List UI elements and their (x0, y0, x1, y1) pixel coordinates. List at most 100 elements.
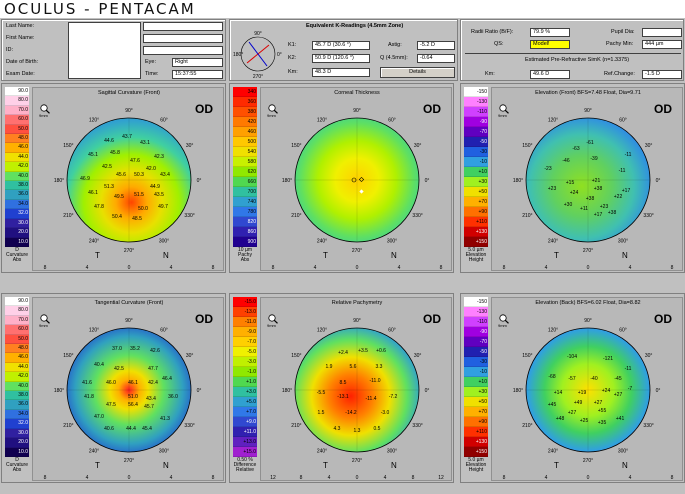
map-value-label: 45.8 (110, 150, 120, 156)
angle-label: 120° (317, 327, 327, 333)
map-area[interactable]: Relative Pachymetry OD 9mm 90° 60° 30° 0° 330° 3… (260, 297, 452, 481)
scale-cell: 36.0 (5, 400, 29, 410)
nasal-label: N (163, 251, 169, 260)
temporal-label: T (554, 251, 559, 260)
scale-cell: 42.0 (5, 162, 29, 172)
k2-field[interactable]: 50.9 D (120.6 °) (312, 54, 370, 63)
angle-label: 30° (186, 353, 194, 359)
map-disc (525, 327, 651, 453)
map-value-label: 49.5 (114, 194, 124, 200)
nasal-label: N (391, 461, 397, 470)
angle-label: 330° (412, 213, 422, 219)
x-tick-label: 4 (398, 265, 401, 271)
magnifier-icon[interactable]: 9mm (498, 314, 510, 328)
magnifier-icon[interactable]: 9mm (267, 104, 279, 118)
angle-label: 120° (548, 117, 558, 123)
angle-label: 150° (522, 143, 532, 149)
magnifier-icon[interactable]: 9mm (39, 104, 51, 118)
magnifier-icon[interactable]: 9mm (267, 314, 279, 328)
map-value-label: -13.1 (337, 394, 349, 400)
angle-label: 240° (317, 449, 327, 455)
map-area[interactable]: Sagittal Curvature (Front) OD 9mm 90° 60° 30°… (32, 87, 224, 271)
map-value-label: -11.4 (365, 396, 376, 402)
pupil-dia-field[interactable] (642, 28, 682, 37)
magnifier-icon[interactable]: 9mm (498, 104, 510, 118)
angle-label: 90° (353, 318, 361, 324)
map-value-label: -5.5 (317, 390, 326, 396)
angle-label: 90° (353, 108, 361, 114)
map-area[interactable]: Corneal Thickness OD 9mm 90° 60° 30° 0° 330° 300… (260, 87, 452, 271)
k1-field[interactable]: 45.7 D (30.6 °) (312, 41, 370, 50)
qs-field[interactable]: Model! (530, 40, 570, 49)
ref-change-field[interactable]: -1.5 D (642, 70, 682, 79)
km-field[interactable]: 48.3 D (312, 68, 370, 77)
x-tick-label: 0 (128, 475, 131, 481)
simk-km-field[interactable]: 49.6 D (530, 70, 570, 79)
angle-label: 0° (425, 178, 430, 184)
simk-title: Estimated Pre-Refractive SimK (n=1.3375) (525, 57, 630, 63)
map-value-label: 47.6 (130, 158, 140, 164)
scale-cell: +7.0 (233, 407, 257, 417)
time-field[interactable]: 15:37:55 (172, 70, 223, 79)
diagram-label-180: 180° (233, 52, 243, 58)
scale-cell: +11.0 (233, 427, 257, 437)
x-tick-label: 8 (440, 265, 443, 271)
eye-od-label: OD (195, 312, 213, 326)
map-title: Tangential Curvature (Front) (94, 300, 164, 306)
map-value-label: +24 (570, 190, 579, 196)
last-name-field[interactable] (143, 22, 223, 31)
astig-field[interactable]: -5.2 D (417, 41, 455, 50)
id-field[interactable] (143, 46, 223, 55)
topography-map: 90° 60° 30° 0° 330° 300° 270° 240° 210° 180° 150° 1… (503, 108, 674, 271)
diagram-label-270: 270° (253, 74, 263, 80)
map-value-label: 42.6 (150, 348, 160, 354)
map-panel-1: 340 360 380 420 460 500 540 580 620 660 700 740 780 8… (229, 83, 454, 273)
scale-cell: 90.0 (5, 297, 29, 307)
angle-label: 30° (186, 143, 194, 149)
x-tick-label: 4 (314, 265, 317, 271)
scale-cell: 900 (233, 237, 257, 247)
magnifier-icon[interactable]: 9mm (39, 314, 51, 328)
scale-cell: -1.0 (233, 367, 257, 377)
scale-cell: +130 (464, 227, 488, 237)
map-title: Corneal Thickness (334, 90, 380, 96)
pachy-min-field[interactable]: 444 µm (642, 40, 682, 49)
scale-cell: +15.0 (233, 447, 257, 457)
x-tick-label: 4 (170, 265, 173, 271)
astig-axis-diagram: 90° 270° 0° 180° (233, 31, 282, 80)
scale-cell: 780 (233, 207, 257, 217)
angle-label: 330° (184, 213, 194, 219)
scale-cell: -11.0 (233, 317, 257, 327)
map-value-label: -11.0 (369, 378, 380, 384)
map-area[interactable]: Elevation (Front) BFS=7.48 Float, Dia=9.… (491, 87, 683, 271)
scale-cell: -130 (464, 97, 488, 107)
map-value-label: -104 (567, 354, 577, 360)
first-name-field[interactable] (143, 34, 223, 43)
scale-cell: 20.0 (5, 438, 29, 448)
scale-cell: 70.0 (5, 105, 29, 116)
radii-ratio-field[interactable]: 79.9 % (530, 28, 570, 37)
map-area[interactable]: Tangential Curvature (Front) OD 9mm 90° 60° 3… (32, 297, 224, 481)
angle-label: 270° (583, 458, 593, 464)
angle-label: 0° (656, 388, 661, 394)
scale-cell: 820 (233, 217, 257, 227)
angle-label: 120° (89, 327, 99, 333)
x-tick-label: 8 (503, 475, 506, 481)
angle-label: 60° (619, 117, 627, 123)
angle-label: 330° (412, 423, 422, 429)
scale-cell: 420 (233, 117, 257, 127)
app-title-bar: OCULUS - PENTACAM (0, 0, 685, 18)
details-button[interactable]: Details (380, 67, 455, 78)
scale-footer: D Curvature Abs (6, 456, 28, 473)
angle-label: 300° (159, 449, 169, 455)
eye-field[interactable]: Right (172, 58, 223, 67)
divider (465, 53, 681, 54)
ref-change-label: Ref.Change: (604, 71, 635, 77)
radii-panel: Radii Ratio (B/F): 79.9 % QS: Model! Pup… (460, 19, 684, 81)
k-readings-panel: Equivalent K-Readings (4.5mm Zone) 90° 2… (229, 19, 458, 81)
scale-cell: 740 (233, 197, 257, 207)
scale-cell: +50 (464, 187, 488, 197)
map-area[interactable]: Elevation (Back) BFS=6.02 Float, Dia=8.8… (491, 297, 683, 481)
x-tick-label: 4 (629, 265, 632, 271)
q-field[interactable]: -0.64 (417, 54, 455, 63)
